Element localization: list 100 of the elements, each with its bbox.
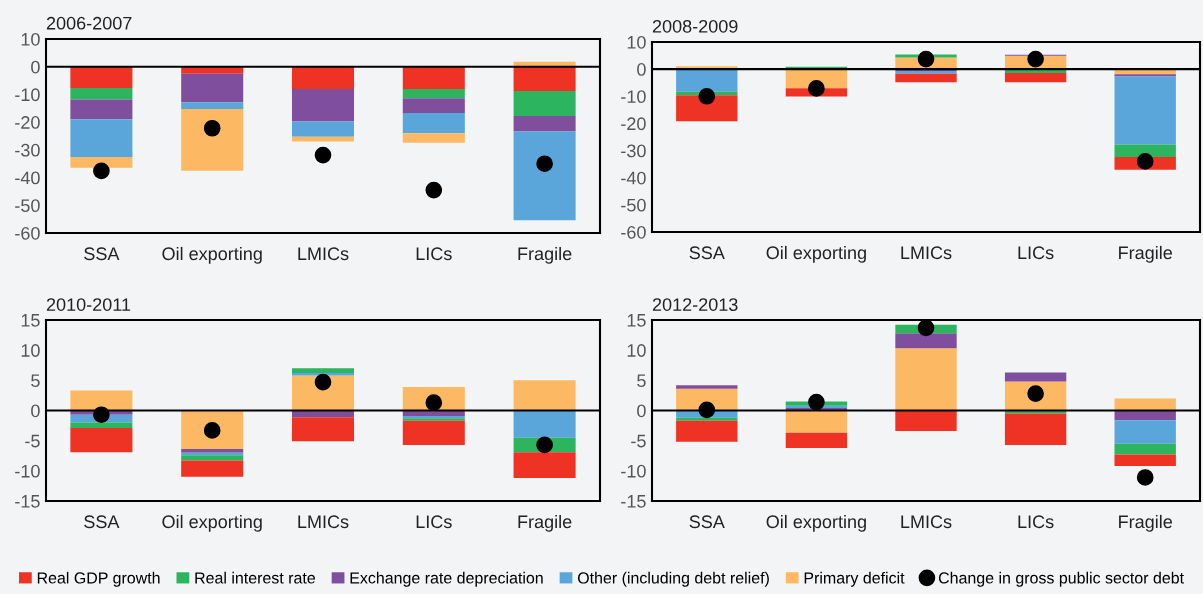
y-tick-label: -20 [621,117,646,131]
bar [513,131,576,221]
y-tick-label: 5 [637,374,646,388]
point [1027,50,1044,68]
bar [181,455,244,461]
x-tick-label: Oil exporting [162,246,262,264]
bar [676,95,738,122]
point [917,50,935,68]
point [917,320,935,337]
y-tick-label: -15 [621,495,646,508]
point [1136,153,1154,170]
y-tick-label: -50 [15,199,40,213]
x-tick-label: LMICs [901,515,952,529]
bar [402,113,465,134]
bar [402,88,465,99]
y-tick-label: -10 [15,88,40,102]
bar [402,66,465,89]
y-tick-label: 0 [637,404,646,418]
y-tick-label: -10 [621,464,646,478]
y-tick-label: -40 [621,171,646,185]
bar [1004,372,1067,382]
bar [70,422,133,428]
x-tick-label: SSA [84,247,120,261]
y-tick-label: -10 [15,464,40,478]
chart-title: 2010-2011 [46,298,131,311]
bar [1114,454,1176,467]
y-tick-label: 10 [21,344,40,357]
point [314,146,332,164]
bar [291,121,355,137]
bar [895,410,957,432]
x-tick-label: Fragile [1119,245,1172,263]
chart-title: 2012-2013 [652,298,738,311]
bar [895,73,957,83]
y-tick-label: 10 [627,35,646,49]
y-tick-label: -60 [621,225,646,239]
y-tick-label: 0 [31,60,40,74]
legend-label: Primary deficit [804,571,905,587]
bar [513,410,576,438]
bar [676,420,738,442]
point [203,119,221,137]
bar [291,368,355,374]
bar [70,428,133,453]
bar [1114,76,1176,145]
x-tick-label: Oil exporting [162,514,262,532]
point [1136,469,1154,486]
bar [895,348,957,411]
legend-label: Other (including debt relief) [577,571,769,587]
y-tick-label: 0 [637,63,646,76]
y-tick-label: 10 [21,32,40,46]
point [698,87,716,105]
bar [181,460,244,477]
bar [785,432,848,448]
chart-title: 2008-2009 [652,19,738,33]
point [698,401,716,419]
chart-title: 2006-2007 [46,16,132,30]
point [536,155,553,173]
x-tick-label: LICs [416,515,452,529]
y-tick-label: 15 [627,314,646,327]
bar [181,102,244,110]
bar [676,69,738,92]
y-tick-label: -40 [15,171,40,185]
y-tick-label: 0 [31,404,40,418]
legend-label: Real interest rate [195,571,315,584]
bar [291,66,355,89]
bar [291,88,355,122]
x-tick-label: SSA [689,515,725,529]
legend-label: Exchange rate depreciation [350,571,543,587]
y-tick-label: -5 [25,434,40,448]
x-tick-label: SSA [84,515,120,529]
x-tick-label: Oil exporting [766,514,866,532]
x-tick-label: LMICs [298,515,349,529]
y-tick-label: 5 [31,374,40,388]
point [93,406,110,424]
bar [1114,443,1176,455]
bar [70,88,133,100]
bar [70,119,133,158]
x-tick-label: LICs [416,247,452,261]
bar [513,66,576,92]
bar [785,410,848,433]
bar [513,116,576,132]
bar [1114,144,1176,158]
y-tick-label: 15 [21,314,40,327]
bar [70,157,133,168]
bar [70,66,133,89]
bar [291,417,355,442]
y-tick-label: -30 [15,143,40,157]
bar [402,133,465,143]
x-tick-label: LMICs [901,246,952,260]
x-tick-label: LICs [1018,246,1054,260]
bar [513,380,576,411]
bar [181,73,244,103]
x-tick-label: Fragile [518,514,572,532]
x-tick-label: SSA [689,246,725,260]
point [425,181,443,199]
bar [676,417,738,421]
bar [1114,74,1176,77]
y-tick-label: -15 [15,495,40,508]
bar [402,98,465,113]
bar [895,333,957,349]
bar [181,109,244,171]
